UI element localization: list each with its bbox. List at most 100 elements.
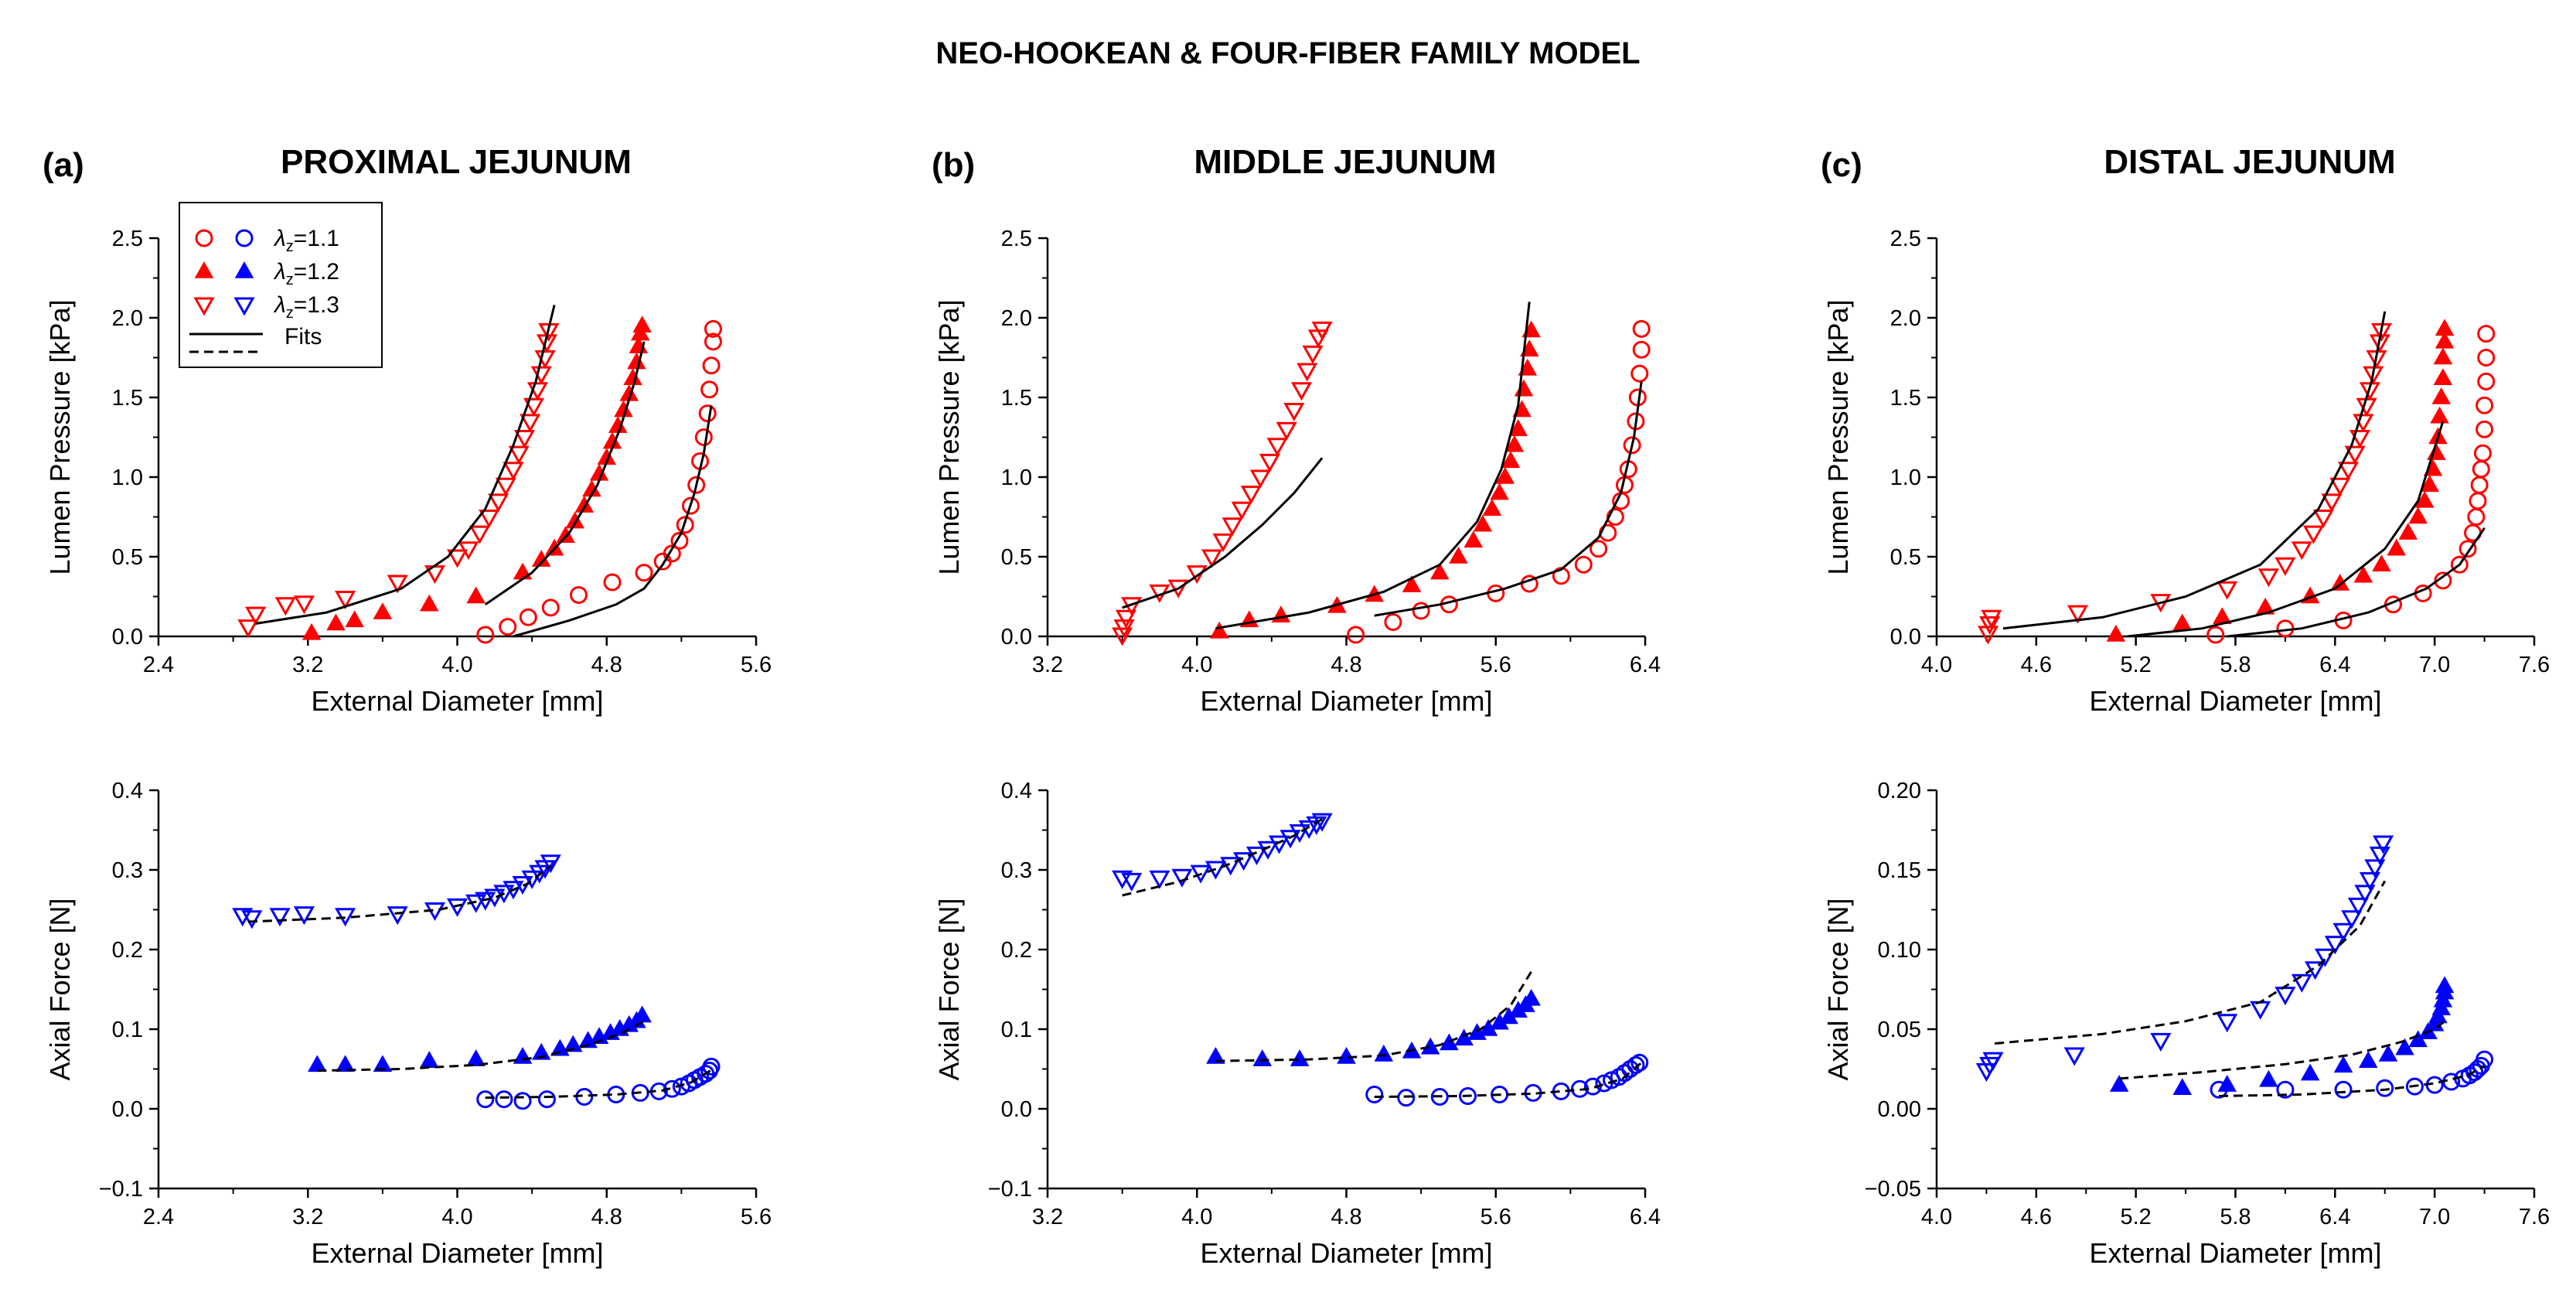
data-point [466,1049,486,1066]
data-point [1311,321,1333,340]
fit-line [2002,311,2387,630]
data-point [2398,523,2418,540]
data-point [521,870,543,889]
data-point [2353,565,2373,583]
x-tick-label: 5.2 [2121,653,2152,677]
data-point [2470,476,2489,494]
data-point [2302,525,2324,544]
data-point [541,598,560,617]
data-point [1459,1087,1477,1106]
x-tick-label: 3.2 [1032,653,1063,677]
data-point [419,1051,439,1068]
series-triangle-up [2106,319,2455,642]
data-point [2217,1014,2238,1033]
data-point [499,618,517,636]
data-point [293,906,315,926]
chart-a-top: 2.4 3.2 4.0 4.8 5.6 0.0 0.5 1.0 1.5 2.0 2.5 Externa… [44,227,772,717]
data-point [2312,510,2334,529]
y-tick-label: 1.0 [112,465,143,490]
data-point [237,619,259,639]
data-point [1231,501,1252,520]
y-tick-label: 2.5 [1890,227,1921,251]
data-point [2217,1075,2237,1092]
series-triangle-down [237,305,560,639]
x-tick-label: 4.0 [441,653,472,677]
data-point [241,910,263,929]
data-point [565,511,584,529]
fit-line [2119,1020,2446,1080]
data-point [1590,540,1608,558]
y-tick-label: 0.00 [1878,1097,1921,1122]
y-axis-label: Axial Force [N] [44,898,76,1080]
x-tick-label: 5.6 [741,1205,772,1229]
data-point [1121,872,1143,892]
series-triangle-up [2109,976,2455,1095]
data-point [2477,349,2496,367]
data-point [2349,430,2371,449]
y-tick-label: 1.0 [1001,465,1032,490]
data-point [1347,626,1365,644]
fit-line [1995,880,2387,1045]
data-point [702,1057,721,1076]
data-point [1297,363,1318,382]
data-point [1209,621,1229,639]
data-point [700,380,719,399]
x-tick-label: 5.2 [2121,1205,2152,1229]
data-point [2329,477,2351,496]
series-triangle-up [1206,971,1541,1066]
data-point [1249,469,1271,489]
data-point [2433,368,2453,386]
legend-value-1: =1.1 [294,226,339,251]
data-point [2106,624,2126,642]
legend-markers [193,229,255,316]
y-tick-label: 0.0 [1001,625,1032,650]
data-point [1495,466,1515,484]
data-point [1149,870,1170,889]
fit-line [513,405,713,638]
data-point [519,608,537,626]
data-point [2477,325,2496,343]
y-tick-label: 0.3 [112,858,143,883]
data-point [2337,462,2360,481]
x-tick-label: 7.0 [2419,1205,2450,1229]
y-tick-label: 1.0 [1890,465,1921,490]
fit-line [1215,971,1532,1062]
x-tick-label: 7.0 [2419,653,2450,677]
x-tick-label: 4.0 [441,1205,472,1229]
data-point [704,332,722,351]
y-tick-label: 0.3 [1001,858,1032,883]
fit-line [317,1020,645,1072]
data-point [1290,382,1313,401]
series-triangle-down [1112,321,1333,646]
data-point [1482,499,1502,516]
fit-line [1215,302,1531,630]
y-axis-label: Axial Force [N] [933,898,965,1080]
data-point [2473,444,2492,462]
legend-label-1: λz=1.1 [273,226,339,255]
data-point [1504,435,1525,452]
data-point [446,898,469,917]
data-point [2364,859,2386,878]
data-point [1222,517,1243,537]
data-point [334,908,356,927]
x-tick-label: 4.0 [1921,653,1952,677]
x-tick-label: 2.4 [143,653,174,677]
x-tick-label: 4.6 [2021,1205,2052,1229]
data-point [2333,1055,2353,1073]
data-point [2067,605,2089,624]
data-point [2472,460,2490,479]
x-tick-label: 7.6 [2519,653,2550,677]
data-point [1302,345,1324,364]
data-point [2344,445,2366,465]
data-point [2475,1050,2494,1069]
x-tick-label: 3.2 [292,1205,323,1229]
data-point [446,549,469,568]
y-tick-label: 0.15 [1878,858,1921,883]
data-point [1206,1047,1225,1064]
legend-fits-label: Fits [285,324,322,350]
data-point [1630,1053,1649,1072]
data-point [670,531,689,550]
y-axis-label: Axial Force [N] [1822,898,1854,1080]
series-triangle-up [302,315,652,640]
